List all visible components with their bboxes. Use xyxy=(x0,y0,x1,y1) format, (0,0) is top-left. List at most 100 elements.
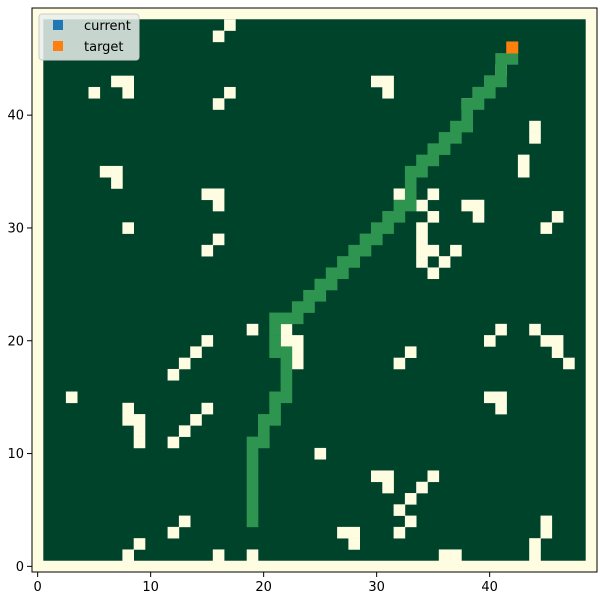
obstacle-cell xyxy=(201,335,214,347)
obstacle-cell xyxy=(246,549,259,562)
x-tick-label: 0 xyxy=(34,580,42,595)
obstacle-cell xyxy=(178,357,191,370)
path-cell xyxy=(416,165,428,178)
obstacle-cell xyxy=(212,549,225,562)
x-tick-label: 20 xyxy=(255,580,272,595)
obstacle-cell xyxy=(122,86,134,99)
obstacle-cell xyxy=(99,165,112,178)
obstacle-cell xyxy=(404,346,417,358)
path-cell xyxy=(337,267,349,280)
path-cell xyxy=(371,222,383,234)
obstacle-cell xyxy=(133,414,146,426)
path-cell xyxy=(246,493,259,505)
obstacle-cell xyxy=(529,549,541,562)
path-cell xyxy=(359,244,372,257)
obstacle-cell xyxy=(551,211,564,223)
obstacle-cell xyxy=(393,357,406,370)
obstacle-cell xyxy=(551,335,564,347)
obstacle-cell xyxy=(280,335,293,347)
path-cell xyxy=(438,143,451,155)
obstacle-cell xyxy=(178,425,191,437)
obstacle-cell xyxy=(190,414,202,426)
obstacle-cell xyxy=(133,436,146,449)
path-cell xyxy=(427,154,440,167)
path-cell xyxy=(393,211,406,223)
path-cell xyxy=(404,165,417,178)
obstacle-cell xyxy=(201,402,214,415)
obstacle-cell xyxy=(224,19,236,31)
obstacle-cell xyxy=(540,515,553,528)
obstacle-cell xyxy=(212,199,225,212)
path-cell xyxy=(337,256,349,268)
obstacle-cell xyxy=(393,526,406,539)
path-cell xyxy=(359,233,372,246)
path-cell xyxy=(461,98,473,110)
obstacle-cell xyxy=(382,470,394,483)
obstacle-cell xyxy=(416,244,428,257)
legend: current target xyxy=(38,13,140,61)
obstacle-cell xyxy=(484,391,496,404)
path-cell xyxy=(325,278,338,291)
obstacle-cell xyxy=(201,188,214,201)
obstacle-cell xyxy=(111,177,123,189)
obstacle-cell xyxy=(382,75,394,88)
obstacle-cell xyxy=(133,538,146,550)
obstacle-cell xyxy=(371,470,383,483)
path-cell xyxy=(246,504,259,516)
obstacle-cell xyxy=(495,402,507,415)
legend-target-swatch xyxy=(53,41,63,51)
path-cell xyxy=(280,346,293,358)
x-axis: 0 10 20 30 40 xyxy=(34,572,498,595)
path-cell xyxy=(291,312,304,325)
legend-target-label: target xyxy=(84,40,124,55)
obstacle-cell xyxy=(427,211,440,223)
obstacle-cell xyxy=(122,414,134,426)
obstacle-cell xyxy=(427,188,440,201)
path-cell xyxy=(495,64,507,76)
x-tick-label: 10 xyxy=(142,580,159,595)
obstacle-cell xyxy=(122,549,134,562)
legend-current-label: current xyxy=(84,19,131,34)
path-cell xyxy=(269,391,281,404)
obstacle-cell xyxy=(382,86,394,99)
path-cell xyxy=(303,290,315,302)
obstacle-cell xyxy=(65,391,78,404)
legend-current-swatch xyxy=(53,20,63,30)
path-cell xyxy=(246,447,259,460)
obstacle-cell xyxy=(122,75,134,88)
obstacle-cell xyxy=(540,526,553,539)
obstacle-cell xyxy=(212,98,225,110)
path-cell xyxy=(472,86,485,99)
obstacle-cell xyxy=(551,346,564,358)
obstacle-cell xyxy=(348,526,360,539)
obstacle-cell xyxy=(472,199,485,212)
obstacle-cell xyxy=(517,154,530,167)
path-cell xyxy=(280,391,293,404)
path-cell xyxy=(371,233,383,246)
path-cell xyxy=(258,436,270,449)
path-cell xyxy=(269,346,281,358)
obstacle-cell xyxy=(122,222,134,234)
obstacle-cell xyxy=(291,357,304,370)
path-cell xyxy=(303,301,315,313)
path-cell xyxy=(348,256,360,268)
obstacle-cell xyxy=(212,188,225,201)
path-cell xyxy=(269,414,281,426)
path-cell xyxy=(269,323,281,336)
path-cell xyxy=(472,98,485,110)
obstacle-cell xyxy=(212,233,225,246)
obstacle-cell xyxy=(529,132,541,144)
axes-frame xyxy=(31,7,598,573)
obstacle-cell xyxy=(484,335,496,347)
obstacle-cell xyxy=(393,504,406,516)
obstacle-cell xyxy=(495,323,507,336)
path-cell xyxy=(404,188,417,201)
path-cell xyxy=(450,132,462,144)
obstacle-cell xyxy=(291,335,304,347)
y-tick-label: 10 xyxy=(7,447,24,462)
y-axis: 0 10 20 30 40 xyxy=(7,109,32,575)
obstacle-cell xyxy=(563,357,575,370)
path-cell xyxy=(506,53,519,65)
path-cell xyxy=(246,470,259,483)
